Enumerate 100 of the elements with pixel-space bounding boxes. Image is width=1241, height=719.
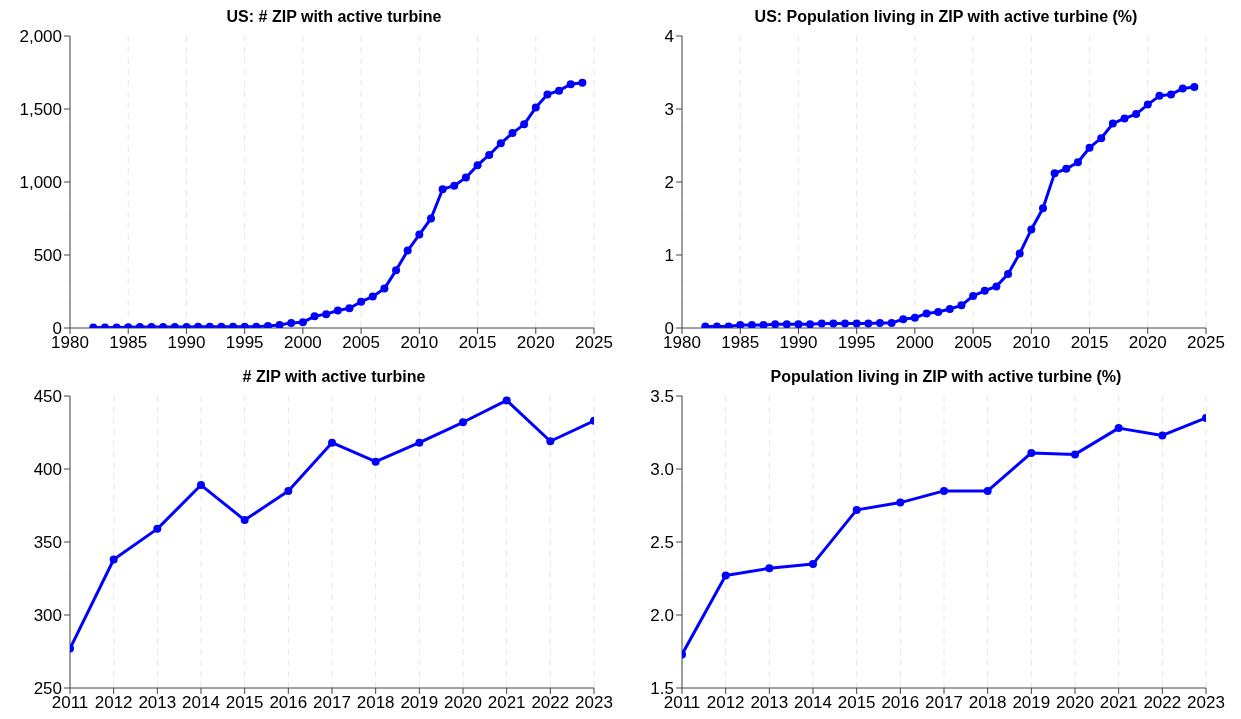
x-tick-label: 1990 bbox=[779, 333, 818, 353]
point bbox=[852, 319, 861, 328]
point bbox=[721, 571, 730, 580]
y-tick-label: 1 bbox=[664, 246, 674, 266]
x-tick-label: 2000 bbox=[895, 333, 934, 353]
point bbox=[910, 313, 919, 322]
point bbox=[1004, 269, 1013, 278]
x-tick-label: 2013 bbox=[750, 693, 789, 713]
point bbox=[980, 286, 989, 295]
point bbox=[403, 246, 412, 255]
x-tick-label: 2014 bbox=[794, 693, 832, 713]
point bbox=[1158, 431, 1167, 440]
y-tick-label: 1,500 bbox=[19, 100, 62, 120]
point bbox=[899, 315, 908, 324]
point bbox=[969, 291, 978, 300]
point bbox=[508, 129, 517, 138]
point bbox=[1167, 90, 1176, 99]
point bbox=[371, 457, 380, 466]
x-tick-label: 2018 bbox=[968, 693, 1007, 713]
x-tick-label: 2020 bbox=[1128, 333, 1167, 353]
point bbox=[345, 304, 354, 313]
point bbox=[1015, 249, 1024, 258]
y-tick-label: 2,000 bbox=[19, 27, 62, 47]
x-tick-label: 2005 bbox=[342, 333, 381, 353]
point bbox=[459, 418, 467, 427]
point bbox=[765, 564, 774, 573]
point bbox=[864, 319, 873, 328]
point bbox=[896, 498, 905, 507]
point bbox=[1027, 225, 1036, 234]
point bbox=[153, 524, 162, 533]
point bbox=[782, 320, 791, 328]
point bbox=[310, 312, 319, 321]
point bbox=[368, 292, 377, 301]
point bbox=[284, 486, 293, 495]
point bbox=[1085, 143, 1094, 152]
y-tick-label: 2.5 bbox=[650, 533, 674, 553]
x-tick-label: 2023 bbox=[575, 693, 613, 713]
point bbox=[502, 396, 511, 405]
point bbox=[415, 230, 424, 239]
x-tick-label: 1990 bbox=[167, 333, 206, 353]
point bbox=[1120, 114, 1129, 123]
point bbox=[940, 486, 948, 495]
y-tick-label: 3 bbox=[664, 100, 674, 120]
point bbox=[392, 266, 401, 275]
x-tick-label: 2015 bbox=[458, 333, 497, 353]
x-tick-label: 1995 bbox=[225, 333, 264, 353]
chart-title: US: Population living in ZIP with active turbine (%) bbox=[754, 8, 1138, 25]
x-tick-label: 1985 bbox=[109, 333, 148, 353]
point bbox=[438, 185, 447, 194]
point bbox=[934, 307, 943, 316]
point bbox=[922, 309, 931, 318]
point bbox=[109, 555, 118, 564]
point bbox=[333, 306, 342, 315]
y-tick-label: 3.5 bbox=[650, 387, 674, 407]
point bbox=[1178, 84, 1187, 93]
y-tick-label: 4 bbox=[664, 27, 674, 47]
point bbox=[1190, 83, 1199, 92]
x-tick-label: 2019 bbox=[1012, 693, 1051, 713]
x-tick-label: 2020 bbox=[516, 333, 555, 353]
x-tick-label: 2015 bbox=[225, 693, 264, 713]
point bbox=[1108, 119, 1117, 128]
point bbox=[322, 310, 331, 319]
point bbox=[841, 319, 850, 328]
point bbox=[1132, 110, 1141, 119]
point bbox=[736, 321, 745, 328]
point bbox=[992, 282, 1001, 291]
point bbox=[1062, 164, 1071, 173]
point bbox=[287, 318, 296, 327]
x-tick-label: 2021 bbox=[1099, 693, 1138, 713]
point bbox=[380, 284, 389, 293]
point bbox=[555, 86, 564, 95]
point bbox=[520, 120, 529, 129]
x-tick-label: 1995 bbox=[837, 333, 876, 353]
point bbox=[887, 318, 896, 327]
y-tick-label: 350 bbox=[33, 533, 62, 553]
y-tick-label: 500 bbox=[33, 246, 62, 266]
x-tick-label: 2014 bbox=[182, 693, 220, 713]
x-tick-label: 2000 bbox=[283, 333, 322, 353]
x-tick-label: 2020 bbox=[444, 693, 482, 713]
point bbox=[240, 516, 249, 525]
point bbox=[1038, 204, 1047, 213]
x-tick-label: 2025 bbox=[1187, 333, 1225, 353]
y-tick-label: 3.0 bbox=[650, 460, 674, 480]
point bbox=[1071, 450, 1079, 459]
point bbox=[852, 505, 861, 514]
point bbox=[531, 103, 540, 112]
point bbox=[817, 319, 826, 328]
chart-title: # ZIP with active turbine bbox=[242, 368, 426, 385]
x-tick-label: 2023 bbox=[1187, 693, 1225, 713]
point bbox=[473, 161, 482, 170]
point bbox=[543, 90, 552, 99]
point bbox=[298, 318, 307, 327]
point bbox=[759, 321, 768, 328]
point bbox=[546, 437, 555, 446]
x-tick-label: 2012 bbox=[94, 693, 133, 713]
point bbox=[578, 78, 587, 87]
point bbox=[829, 319, 838, 328]
point bbox=[983, 486, 992, 495]
point bbox=[1097, 134, 1106, 143]
point bbox=[957, 301, 966, 310]
